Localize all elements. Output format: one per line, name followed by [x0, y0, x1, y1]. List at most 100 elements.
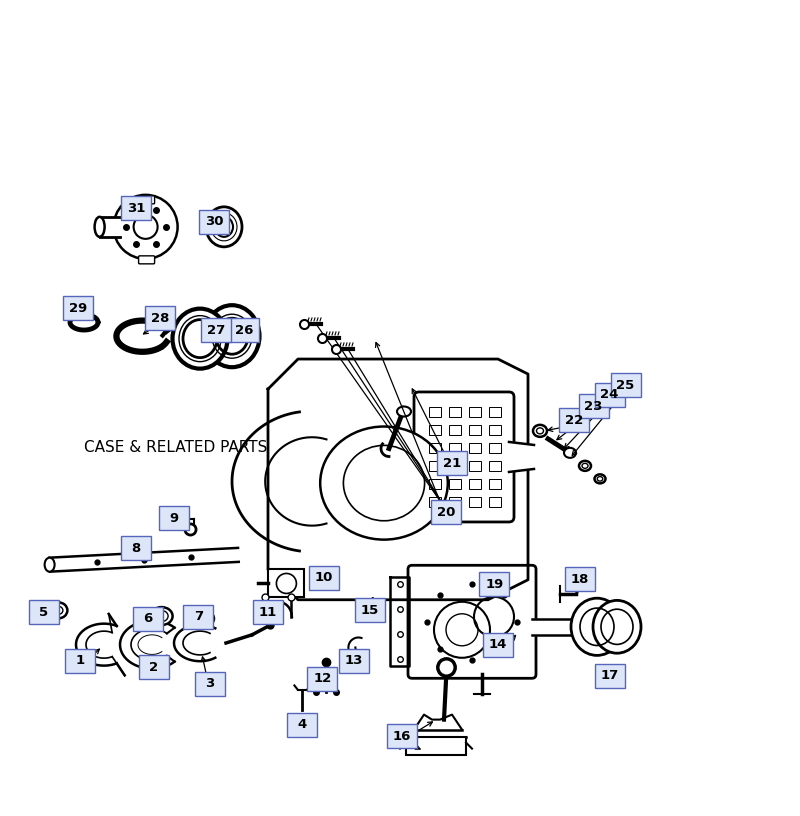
FancyBboxPatch shape — [479, 572, 510, 596]
Ellipse shape — [320, 427, 448, 539]
Ellipse shape — [594, 474, 606, 483]
FancyBboxPatch shape — [133, 606, 163, 631]
Ellipse shape — [593, 601, 641, 653]
Text: 3: 3 — [205, 677, 214, 690]
Bar — [449, 425, 461, 435]
Bar — [489, 461, 501, 471]
FancyBboxPatch shape — [287, 712, 318, 737]
FancyBboxPatch shape — [482, 632, 513, 657]
FancyBboxPatch shape — [307, 667, 338, 691]
Text: 9: 9 — [170, 512, 179, 525]
Text: 1: 1 — [75, 654, 85, 667]
Bar — [429, 497, 441, 507]
Bar — [429, 479, 441, 489]
FancyBboxPatch shape — [29, 600, 59, 624]
Text: 23: 23 — [585, 400, 602, 413]
Text: 6: 6 — [143, 612, 153, 625]
Text: CASE & RELATED PARTS: CASE & RELATED PARTS — [84, 440, 267, 455]
Text: 2: 2 — [149, 661, 158, 674]
Text: 25: 25 — [617, 379, 634, 392]
FancyBboxPatch shape — [138, 196, 154, 204]
Ellipse shape — [564, 448, 576, 458]
Text: 22: 22 — [566, 414, 583, 427]
FancyBboxPatch shape — [199, 210, 230, 234]
Text: 11: 11 — [259, 605, 277, 619]
FancyBboxPatch shape — [414, 392, 514, 522]
Ellipse shape — [194, 610, 214, 627]
Text: 30: 30 — [205, 215, 224, 228]
Bar — [469, 407, 481, 417]
FancyBboxPatch shape — [338, 649, 369, 673]
Bar — [469, 479, 481, 489]
Polygon shape — [532, 619, 577, 635]
FancyBboxPatch shape — [201, 318, 231, 343]
Bar — [429, 461, 441, 471]
Text: 7: 7 — [194, 610, 203, 623]
Text: 8: 8 — [131, 542, 141, 555]
Text: 16: 16 — [393, 730, 410, 743]
Text: 10: 10 — [315, 571, 333, 584]
FancyBboxPatch shape — [408, 565, 536, 678]
Bar — [449, 497, 461, 507]
Bar — [406, 737, 466, 755]
Bar — [268, 570, 304, 597]
Ellipse shape — [150, 607, 173, 625]
Text: 24: 24 — [601, 388, 618, 401]
Bar — [469, 425, 481, 435]
FancyBboxPatch shape — [159, 506, 190, 530]
FancyBboxPatch shape — [121, 536, 151, 561]
Text: 28: 28 — [151, 312, 169, 325]
Bar — [489, 443, 501, 453]
FancyBboxPatch shape — [229, 318, 259, 343]
Text: 5: 5 — [39, 605, 49, 619]
Text: 31: 31 — [127, 202, 145, 215]
Bar — [489, 407, 501, 417]
Text: 17: 17 — [601, 669, 618, 682]
FancyBboxPatch shape — [183, 605, 214, 629]
Bar — [469, 497, 481, 507]
Ellipse shape — [206, 206, 242, 247]
Bar — [429, 407, 441, 417]
Text: 14: 14 — [489, 638, 506, 651]
FancyBboxPatch shape — [309, 565, 339, 590]
Text: 15: 15 — [361, 604, 378, 617]
Circle shape — [114, 195, 178, 259]
Bar — [429, 425, 441, 435]
FancyBboxPatch shape — [559, 408, 590, 432]
Polygon shape — [390, 577, 409, 667]
FancyBboxPatch shape — [437, 451, 467, 476]
Bar — [489, 479, 501, 489]
Bar — [489, 497, 501, 507]
Ellipse shape — [533, 425, 547, 437]
Text: 13: 13 — [345, 654, 362, 667]
FancyBboxPatch shape — [65, 649, 95, 673]
Polygon shape — [50, 548, 238, 572]
Text: 29: 29 — [70, 302, 87, 315]
Ellipse shape — [45, 557, 54, 572]
FancyBboxPatch shape — [63, 296, 94, 321]
Text: 21: 21 — [443, 457, 461, 470]
Ellipse shape — [571, 598, 623, 655]
Ellipse shape — [173, 308, 227, 369]
Text: 20: 20 — [438, 506, 455, 519]
FancyBboxPatch shape — [138, 256, 154, 264]
FancyBboxPatch shape — [121, 196, 151, 220]
FancyBboxPatch shape — [578, 394, 609, 419]
Bar — [449, 461, 461, 471]
Bar — [489, 425, 501, 435]
FancyBboxPatch shape — [594, 663, 625, 688]
Ellipse shape — [94, 217, 105, 237]
FancyBboxPatch shape — [145, 306, 175, 330]
Polygon shape — [99, 217, 120, 237]
FancyBboxPatch shape — [253, 600, 283, 624]
FancyBboxPatch shape — [610, 373, 641, 397]
Bar — [449, 479, 461, 489]
Bar — [469, 461, 481, 471]
FancyBboxPatch shape — [431, 500, 462, 525]
Polygon shape — [509, 442, 534, 472]
Ellipse shape — [205, 305, 259, 367]
FancyBboxPatch shape — [386, 724, 417, 748]
Ellipse shape — [397, 406, 411, 416]
FancyBboxPatch shape — [594, 383, 625, 407]
Bar — [429, 443, 441, 453]
